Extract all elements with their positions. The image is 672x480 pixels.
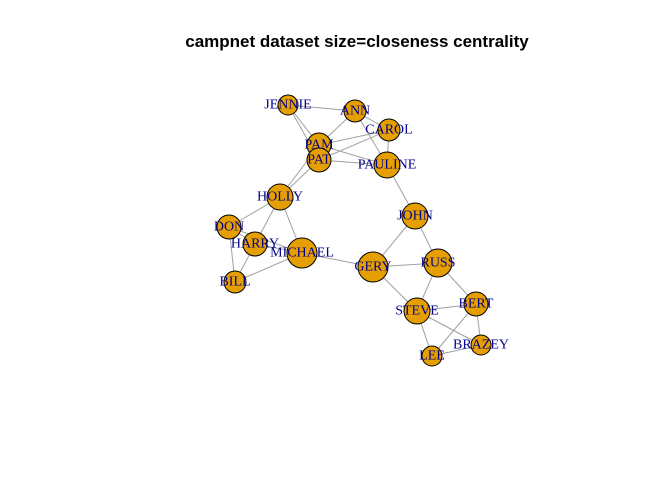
node-ann [343, 99, 367, 123]
node-label-holly: HOLLY [257, 190, 303, 205]
node-john [401, 202, 429, 230]
node-label-bert: BERT [459, 297, 494, 312]
node-label-don: DON [214, 220, 244, 235]
node-label-pauline: PAULINE [358, 158, 417, 173]
node-steve [403, 297, 431, 325]
node-pat [306, 147, 332, 173]
node-label-bill: BILL [219, 275, 250, 290]
node-bert [463, 291, 489, 317]
node-holly [266, 183, 294, 211]
node-label-jennie: JENNIE [264, 98, 311, 113]
graph-title: campnet dataset size=closeness centralit… [185, 32, 529, 51]
node-label-carol: CAROL [365, 123, 412, 138]
node-brazey [470, 334, 492, 356]
node-label-russ: RUSS [420, 256, 455, 271]
node-label-gery: GERY [354, 260, 391, 275]
node-label-pam: PAM [304, 138, 334, 153]
node-label-john: JOHN [397, 209, 433, 224]
node-label-pat: PAT [307, 153, 331, 168]
node-label-brazey: BRAZEY [453, 338, 509, 353]
node-layer [216, 94, 492, 367]
node-russ [423, 248, 453, 278]
edge-pat-carol [318, 129, 390, 161]
node-don [216, 214, 242, 240]
edge-layer [228, 104, 482, 357]
node-michael [286, 237, 318, 269]
node-label-ann: ANN [340, 104, 370, 119]
node-carol [377, 118, 401, 142]
node-label-lee: LEE [419, 349, 445, 364]
node-pauline [373, 151, 401, 179]
node-label-steve: STEVE [395, 304, 439, 319]
node-lee [421, 345, 443, 367]
node-label-michael: MICHAEL [270, 246, 334, 261]
node-bill [223, 270, 247, 294]
node-harry [242, 231, 268, 257]
node-jennie [277, 94, 299, 116]
node-label-harry: HARRY [231, 237, 279, 252]
node-gery [357, 251, 389, 283]
